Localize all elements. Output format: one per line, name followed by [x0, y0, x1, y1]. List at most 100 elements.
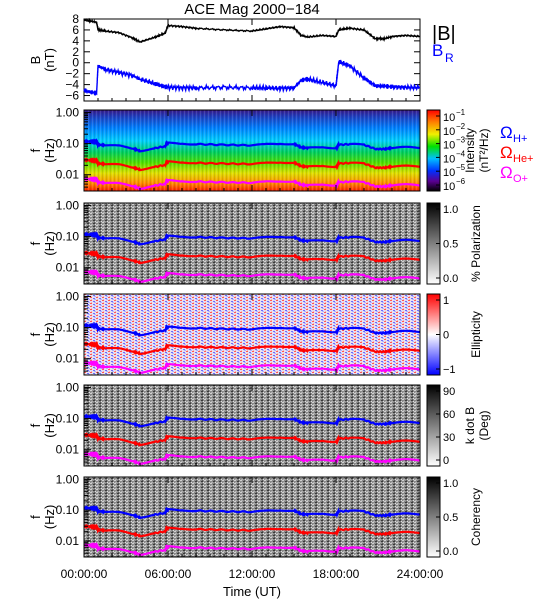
colorbar-tick-exponent: −2 [456, 122, 466, 131]
omega-he-sub: He+ [513, 153, 534, 165]
legend-br: B [432, 41, 443, 60]
f-tick-label: 1.00 [56, 380, 80, 394]
colorbar-tick-label: −1 [443, 364, 456, 376]
gyro-line-hplus [83, 137, 421, 153]
colorbar-tick-label: 0.5 [443, 512, 458, 524]
colorbar-tick-base: 10 [443, 126, 455, 138]
colorbar-tick-label: 0 [443, 330, 449, 342]
x-tick-label: 12:00:00 [229, 567, 276, 581]
colorbar [426, 109, 441, 192]
omega-h-symbol: Ω [500, 123, 513, 142]
colorbar-tick-base: 10 [443, 153, 455, 165]
panel-b-lines [83, 17, 421, 96]
heatmap-panel-3: 1.00 0.10 0.01 f (Hz) 1 0 −1 Ellipticity [28, 289, 483, 376]
br-line [83, 59, 421, 96]
x-tick-label: 00:00:00 [61, 567, 108, 581]
gyro-legend: Ω H+ Ω He+ Ω O+ [500, 123, 534, 185]
colorbar-tick-label: 30 [443, 432, 455, 444]
x-tick-label: 24:00:00 [397, 567, 444, 581]
f-tick-label: 0.10 [56, 230, 80, 244]
legend-bmag: |B| [432, 23, 456, 45]
omega-o-symbol: Ω [500, 163, 513, 182]
heatmap-panel-1: 1.000.100.01f (Hz)10−110−210−310−410 −510−… [28, 105, 491, 193]
gyro-line-hplus [83, 321, 421, 337]
f-ylabel: f [28, 332, 43, 336]
colorbar-unit: (Deg) [477, 410, 491, 440]
gyro-line-oplus [83, 175, 421, 191]
colorbar-tick-exponent: −5 [456, 163, 466, 172]
panel-b-ylabel: B (nT) [28, 48, 57, 72]
f-tick-label: 1.00 [56, 105, 80, 119]
heatmap-panel-4: 1.00 0.10 0.01 f (Hz) 90 60 30 0 k dot B (Deg) [28, 380, 491, 467]
f-yunit: (Hz) [42, 138, 57, 163]
legend-br-sub: R [445, 51, 454, 65]
f-ylabel: f [28, 241, 43, 245]
b-ytick-label: 4 [72, 34, 79, 48]
colorbar-tick-exponent: −1 [456, 108, 466, 117]
colorbar-tick-exponent: −4 [456, 149, 466, 158]
f-tick-label: 0.01 [56, 443, 80, 457]
colorbar-label: k dot B [463, 407, 477, 444]
b-ytick-label: −2 [65, 67, 79, 81]
f-yunit: (Hz) [42, 231, 57, 256]
f-ylabel: f [28, 148, 43, 152]
colorbar-tick-label: 1 [443, 295, 449, 307]
gyro-line-oplus [83, 450, 421, 466]
f-tick-label: 1.00 [56, 472, 80, 486]
colorbar-unit: (nT²/Hz) [477, 129, 491, 173]
figure-title: ACE Mag 2000−184 [184, 1, 320, 18]
b-ytick-label: 8 [72, 12, 79, 26]
gyro-line-heplus [83, 156, 421, 172]
gyro-line-hplus [83, 412, 421, 428]
panel-b-frame [83, 18, 421, 102]
gyro-line-hplus [83, 230, 421, 246]
f-tick-label: 1.00 [56, 289, 80, 303]
gyro-line-oplus [83, 359, 421, 375]
f-tick-label: 0.01 [56, 534, 80, 548]
gyro-line-oplus [83, 541, 421, 557]
colorbar-tick-label: 0 [443, 455, 449, 467]
b-ytick-label: 6 [72, 23, 79, 37]
b-ylabel: B [28, 56, 43, 65]
colorbar-tick-base: 10 [443, 181, 455, 193]
gyro-line-heplus [83, 431, 421, 447]
omega-he-symbol: Ω [500, 143, 513, 162]
colorbar-tick-label: 60 [443, 409, 455, 421]
x-axis: 00:00:00 06:00:00 12:00:00 18:00:00 24:00:00 [61, 19, 444, 581]
colorbar-label: % Polarization [469, 205, 483, 282]
f-yunit: (Hz) [42, 413, 57, 438]
heatmap-panel-2: 1.00 0.10 0.01 f (Hz) 1.0 0.5 0.0 % Polarization [28, 198, 483, 285]
gyro-line-heplus [83, 340, 421, 356]
colorbar-tick-base: 10 [443, 140, 455, 152]
f-ylabel: f [28, 423, 43, 427]
colorbar-tick-label: 0.0 [443, 546, 458, 558]
colorbar-tick-base: 10 [443, 112, 455, 124]
f-tick-label: 1.00 [56, 198, 80, 212]
b-ytick-label: −6 [65, 89, 79, 103]
colorbar-tick-exponent: −3 [456, 136, 466, 145]
colorbar-tick-label: 0.0 [443, 273, 458, 285]
colorbar-tick-base: 10 [443, 167, 455, 179]
b-ytick-label: −4 [65, 78, 79, 92]
omega-o-sub: O+ [513, 173, 528, 185]
colorbar-tick-exponent: −6 [456, 177, 466, 186]
colorbar-tick-label: 0.5 [443, 239, 458, 251]
heatmap-panels: 1.000.100.01f (Hz)10−110−210−310−410 −510−… [28, 105, 491, 558]
colorbar-tick-label: 1.0 [443, 478, 458, 490]
f-yunit: (Hz) [42, 322, 57, 347]
b-yunit: (nT) [42, 48, 57, 72]
f-yunit: (Hz) [42, 505, 57, 530]
f-tick-label: 0.10 [56, 137, 80, 151]
colorbar-label: Coherency [469, 488, 483, 546]
b-ytick-label: 0 [72, 56, 79, 70]
bmag-line [83, 17, 420, 43]
f-tick-label: 0.10 [56, 321, 80, 335]
gyro-line-heplus [83, 249, 421, 265]
x-tick-label: 18:00:00 [313, 567, 360, 581]
colorbar-label: Ellipticity [469, 311, 483, 358]
f-tick-label: 0.01 [56, 261, 80, 275]
x-axis-label: Time (UT) [223, 584, 281, 599]
